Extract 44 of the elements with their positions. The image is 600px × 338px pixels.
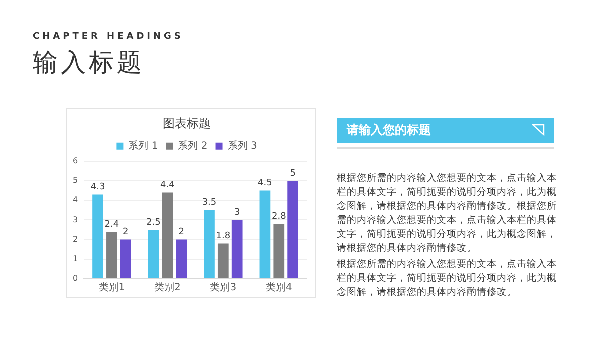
bar [162, 192, 174, 278]
bar [232, 220, 243, 278]
legend-label: 系列 1 [128, 140, 158, 152]
y-tick-label: 2 [72, 234, 78, 244]
y-tick-label: 5 [72, 176, 78, 186]
y-tick-label: 0 [72, 274, 78, 284]
data-label: 2.4 [104, 220, 120, 230]
data-label: 2.8 [272, 212, 287, 222]
bar [218, 244, 229, 278]
x-tick-label: 类别3 [210, 282, 237, 294]
data-label: 5 [290, 168, 296, 179]
text: 请输入您的标题 [347, 122, 431, 139]
bar [204, 210, 215, 278]
data-label: 3.5 [202, 198, 217, 208]
bar [106, 232, 118, 278]
bar [120, 240, 132, 278]
data-label: 1.8 [216, 232, 231, 242]
bar [148, 230, 160, 278]
data-label: 4.3 [90, 182, 106, 193]
y-tick-label: 1 [72, 254, 78, 264]
legend-label: 系列 2 [178, 140, 208, 152]
bar [176, 240, 188, 278]
bar [92, 194, 104, 278]
data-label: 4.5 [258, 178, 272, 189]
text: 输入标题 [33, 47, 145, 79]
data-label: 3 [234, 208, 240, 218]
text: 根据您所需的内容输入您想要的文本，点击输入本栏的具体文字，简明扼要的说明分项内容，此为概念图解，请根据您的具体内容酌情修改。 [337, 258, 558, 300]
y-tick-label: 6 [72, 156, 78, 166]
bar [288, 181, 298, 278]
x-tick-label: 类别2 [154, 282, 181, 294]
text: 根据您所需的内容输入您想要的文本，点击输入本栏的具体文字，简明扼要的说明分项内容，此为概念图解，请根据您的具体内容酌情修改。根据您所需的内容输入您想要的文本，点击输入本栏的具体文字，简明扼要的说明分项内容，此为概念图解，请根据您的具体内容酌情修改。 [337, 172, 558, 256]
x-tick-label: 类别4 [266, 282, 292, 294]
y-tick-label: 3 [72, 215, 78, 224]
text: CHAPTER HEADINGS [33, 32, 184, 42]
bar [274, 224, 285, 278]
chart-title: 图表标题 [163, 116, 211, 130]
x-tick-label: 类别1 [98, 282, 126, 294]
data-label: 4.4 [160, 180, 176, 191]
bar [260, 190, 271, 278]
data-label: 2 [123, 228, 129, 238]
data-label: 2 [178, 228, 184, 238]
y-tick-label: 4 [72, 196, 78, 205]
legend-label: 系列 3 [228, 140, 258, 152]
data-label: 2.5 [146, 218, 161, 228]
